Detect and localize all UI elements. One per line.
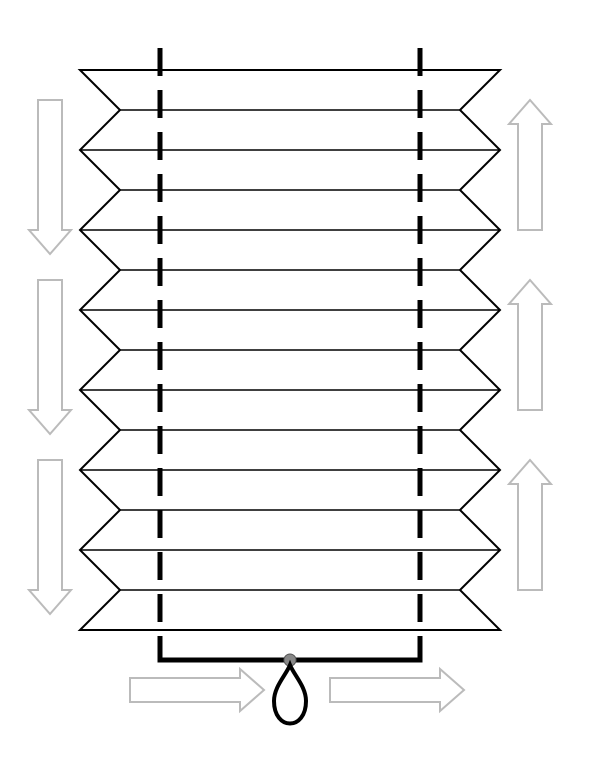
pleated-blind-diagram [0,0,600,766]
